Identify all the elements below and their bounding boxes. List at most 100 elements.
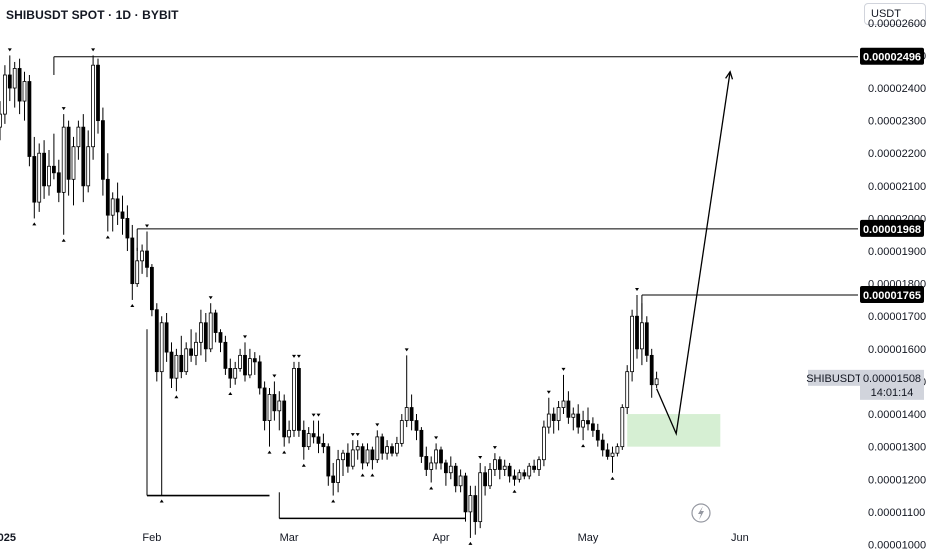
- demand-zone-layer: [627, 414, 721, 447]
- candle-up: [341, 452, 345, 461]
- pivot-high-marker: [243, 335, 247, 339]
- candle-up: [267, 394, 272, 421]
- candle-down: [551, 413, 556, 421]
- candle-down: [52, 165, 56, 174]
- candle-down: [443, 462, 448, 474]
- pivot-high-marker: [316, 413, 321, 417]
- y-tick-label: 0.00001000: [868, 539, 926, 550]
- y-tick-label: 0.00001600: [868, 344, 926, 356]
- candle-up: [91, 64, 95, 148]
- candle-down: [497, 459, 502, 470]
- candle-down: [453, 465, 458, 487]
- pivot-high-marker: [311, 413, 316, 417]
- candle-down: [331, 475, 336, 483]
- y-tick-label: 0.00001900: [868, 246, 926, 258]
- symbol-tag-text: SHIBUSDT: [806, 373, 862, 385]
- candle-down: [649, 354, 654, 386]
- time-axis[interactable]: 2025 Feb Mar Apr May Jun: [0, 532, 749, 544]
- candle-down: [605, 449, 610, 457]
- pivot-high-marker: [546, 390, 551, 394]
- candle-down: [296, 368, 301, 431]
- candle-down: [169, 351, 174, 379]
- candle-up: [581, 420, 585, 428]
- x-tick-label: Apr: [432, 532, 449, 544]
- candle-up: [140, 250, 145, 262]
- candle-down: [257, 361, 262, 389]
- currency-button[interactable]: USDT: [864, 3, 926, 25]
- level-price-tag: [860, 219, 924, 237]
- pivot-high-marker: [350, 433, 355, 437]
- candle-down: [301, 429, 306, 448]
- candle-up: [571, 413, 576, 418]
- y-tick-label: 0.00002100: [868, 181, 926, 193]
- candle-up: [86, 146, 91, 187]
- current-price-text: 0.00001508: [863, 373, 921, 385]
- pivot-low-marker: [610, 476, 615, 480]
- candle-down: [96, 64, 100, 122]
- candle-down: [154, 309, 159, 373]
- candle-up: [434, 449, 439, 464]
- y-tick-label: 0.00001400: [868, 409, 926, 421]
- candle-down: [27, 81, 32, 157]
- candle-up: [546, 413, 551, 428]
- candle-down: [586, 420, 590, 425]
- candle-down: [507, 465, 512, 477]
- candle-down: [316, 436, 321, 444]
- candle-up: [110, 198, 115, 216]
- candle-up: [47, 165, 51, 187]
- candle-down: [125, 218, 130, 239]
- candle-down: [414, 420, 419, 431]
- candle-up: [233, 368, 238, 379]
- candle-down: [179, 354, 184, 373]
- pivot-high-marker: [492, 446, 497, 450]
- candle-down: [282, 400, 287, 438]
- candle-up: [478, 472, 483, 523]
- candle-down: [326, 446, 331, 477]
- pivot-high-marker: [478, 455, 483, 459]
- candle-up: [625, 371, 630, 408]
- candle-up: [76, 126, 81, 148]
- price-axis[interactable]: 0.000026000.000025000.000024000.00002300…: [868, 18, 926, 550]
- candle-up: [365, 449, 370, 464]
- candle-up: [238, 354, 243, 369]
- level-price-tag: [860, 286, 924, 304]
- candle-up: [468, 495, 473, 513]
- pivot-markers-layer: [7, 48, 639, 545]
- candle-up: [556, 407, 561, 421]
- candle-up: [404, 407, 409, 421]
- pivot-high-marker: [296, 354, 301, 358]
- candle-down: [595, 429, 600, 441]
- bar-countdown-text: 14:01:14: [871, 387, 914, 399]
- candle-up: [0, 113, 2, 128]
- pivot-high-marker: [355, 433, 360, 437]
- candle-up: [194, 341, 198, 356]
- candle-up: [492, 459, 497, 470]
- candle-down: [370, 449, 375, 461]
- candle-up: [198, 322, 203, 343]
- candle-down: [17, 68, 22, 102]
- demand-zone: [627, 414, 721, 447]
- pivot-high-marker: [61, 107, 66, 111]
- replay-icon-layer[interactable]: [691, 503, 711, 523]
- candle-down: [463, 475, 468, 513]
- candle-up: [561, 400, 566, 408]
- pivot-low-marker: [360, 473, 365, 477]
- lightning-bolt-icon-glyph: [698, 506, 704, 520]
- candle-up: [61, 126, 66, 193]
- chart-title: SHIBUSDT SPOT · 1D · BYBIT: [6, 8, 179, 22]
- candle-down: [262, 387, 267, 421]
- candle-up: [135, 260, 140, 285]
- pivot-low-marker: [267, 450, 272, 454]
- pivot-high-marker: [91, 48, 96, 52]
- candle-down: [644, 322, 649, 356]
- candles-layer: [0, 55, 659, 538]
- candle-down: [213, 312, 218, 333]
- candle-down: [145, 250, 149, 268]
- candle-down: [635, 315, 639, 350]
- pivot-high-marker: [404, 348, 409, 352]
- pivot-high-marker: [145, 224, 149, 228]
- candle-down: [512, 475, 517, 480]
- level-price-tag: [860, 47, 924, 65]
- projection-arrowhead: [725, 70, 734, 80]
